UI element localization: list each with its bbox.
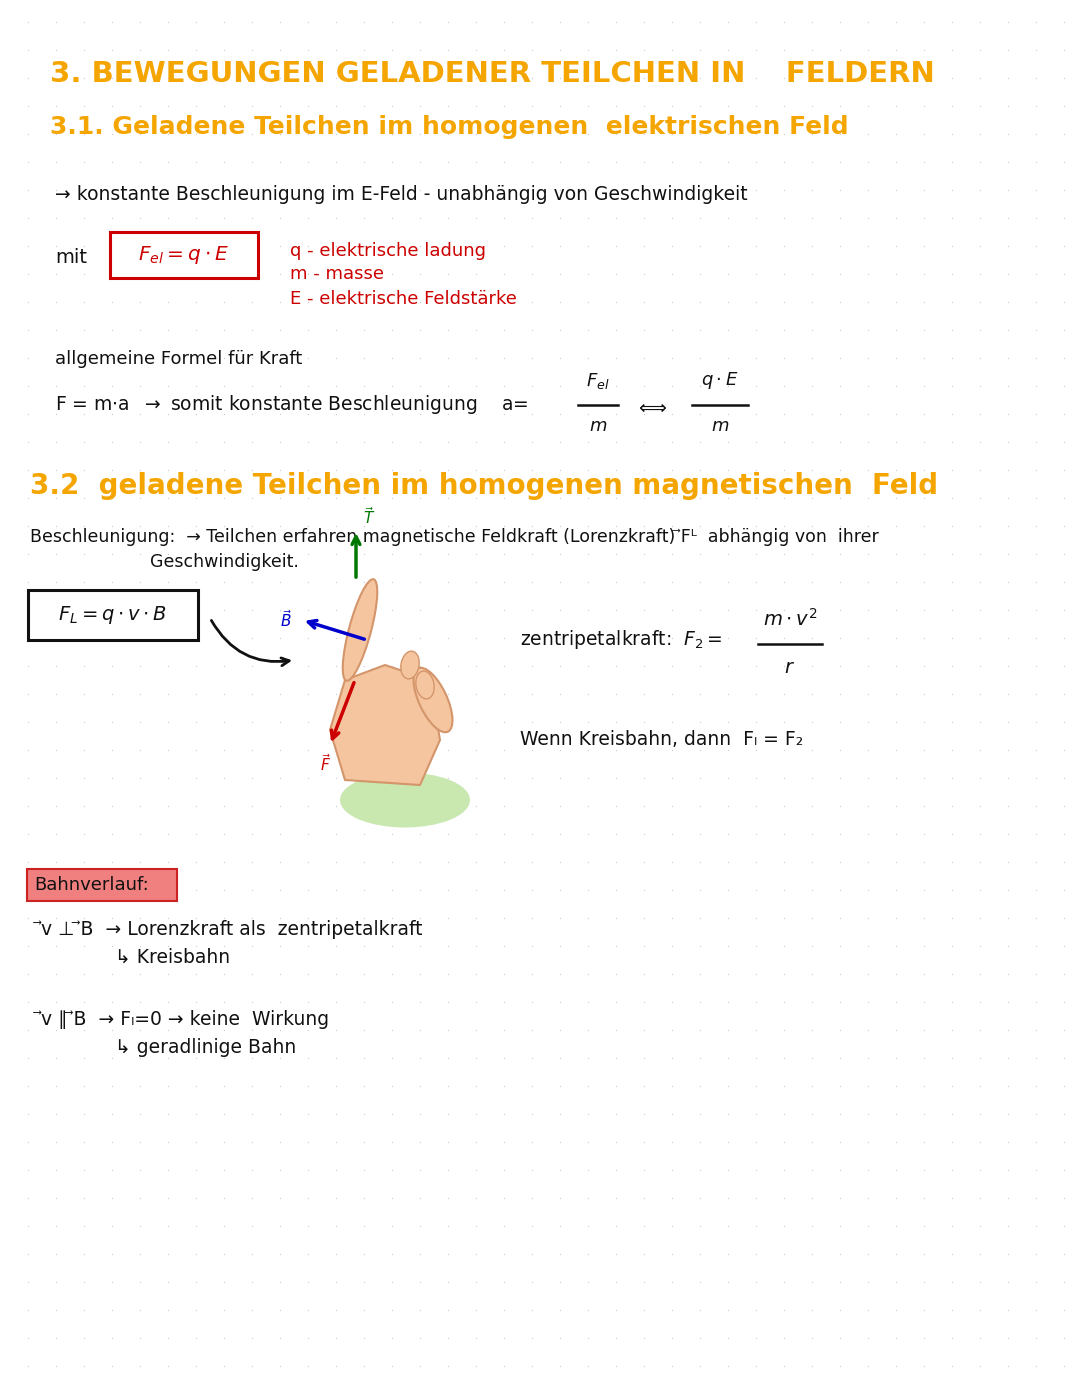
Text: zentripetalkraft:  $F_2 =$: zentripetalkraft: $F_2 =$ — [519, 629, 723, 651]
FancyBboxPatch shape — [27, 868, 177, 901]
Ellipse shape — [340, 772, 470, 828]
Text: E - elektrische Feldstärke: E - elektrische Feldstärke — [291, 290, 517, 308]
Text: $r$: $r$ — [784, 658, 796, 677]
Text: $\vec{F}$: $\vec{F}$ — [320, 753, 330, 774]
Text: 3.1. Geladene Teilchen im homogenen  elektrischen Feld: 3.1. Geladene Teilchen im homogenen elek… — [50, 114, 849, 139]
Text: 3. BEWEGUNGEN GELADENER TEILCHEN IN    FELDERN: 3. BEWEGUNGEN GELADENER TEILCHEN IN FELD… — [50, 60, 935, 88]
Text: ↳ Kreisbahn: ↳ Kreisbahn — [114, 948, 230, 967]
Text: Bahnverlauf:: Bahnverlauf: — [33, 875, 149, 894]
Text: → konstante Beschleunigung im E-Feld - unabhängig von Geschwindigkeit: → konstante Beschleunigung im E-Feld - u… — [55, 185, 747, 204]
Text: $q \cdot E$: $q \cdot E$ — [701, 369, 739, 390]
Text: $\Longleftrightarrow$: $\Longleftrightarrow$ — [635, 397, 667, 417]
Ellipse shape — [342, 580, 377, 680]
Text: ↳ geradlinige Bahn: ↳ geradlinige Bahn — [114, 1039, 296, 1057]
Ellipse shape — [416, 671, 434, 698]
Polygon shape — [330, 665, 440, 785]
Text: 3.2  geladene Teilchen im homogenen magnetischen  Feld: 3.2 geladene Teilchen im homogenen magne… — [30, 473, 939, 500]
Text: $m$: $m$ — [589, 417, 607, 435]
Text: m - masse: m - masse — [291, 265, 384, 283]
Text: $m \cdot v^2$: $m \cdot v^2$ — [762, 608, 818, 630]
Text: Beschleunigung:  → Teilchen erfahren magnetische Feldkraft (Lorenzkraft) ⃗Fᴸ  ab: Beschleunigung: → Teilchen erfahren magn… — [30, 528, 879, 546]
Text: F = m$\cdot$a  $\rightarrow$ somit konstante Beschleunigung    a=: F = m$\cdot$a $\rightarrow$ somit konsta… — [55, 393, 528, 415]
Text: $\vec{T}$: $\vec{T}$ — [363, 506, 376, 527]
Text: Geschwindigkeit.: Geschwindigkeit. — [150, 553, 299, 572]
FancyArrowPatch shape — [212, 620, 289, 666]
Text: $F_L = q \cdot v \cdot B$: $F_L = q \cdot v \cdot B$ — [58, 604, 167, 626]
Text: Wenn Kreisbahn, dann  Fₗ = F₂: Wenn Kreisbahn, dann Fₗ = F₂ — [519, 730, 804, 749]
FancyBboxPatch shape — [110, 231, 258, 277]
Text: $F_{el}= q \cdot E$: $F_{el}= q \cdot E$ — [138, 244, 230, 266]
Ellipse shape — [414, 668, 453, 732]
Text: $m$: $m$ — [711, 417, 729, 435]
Ellipse shape — [401, 651, 419, 679]
Text: ⃗v ⊥ ⃗B  → Lorenzkraft als  zentripetalkraft: ⃗v ⊥ ⃗B → Lorenzkraft als zentripetalkra… — [42, 920, 423, 940]
Text: $F_{el}$: $F_{el}$ — [586, 371, 610, 390]
Text: q - elektrische ladung: q - elektrische ladung — [291, 243, 486, 261]
Text: allgemeine Formel für Kraft: allgemeine Formel für Kraft — [55, 350, 302, 368]
Text: ⃗v ∥ ⃗B  → Fₗ=0 → keine  Wirkung: ⃗v ∥ ⃗B → Fₗ=0 → keine Wirkung — [42, 1011, 330, 1029]
Text: $\vec{B}$: $\vec{B}$ — [280, 609, 292, 630]
FancyBboxPatch shape — [28, 590, 198, 640]
Text: mit: mit — [55, 248, 87, 268]
